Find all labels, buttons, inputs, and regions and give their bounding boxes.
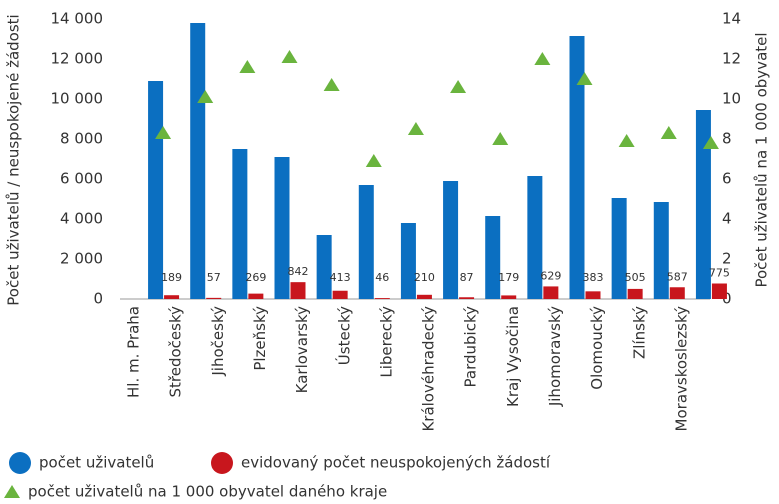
data-label: 775 (709, 267, 730, 280)
y-tick-label: 14 000 (51, 10, 104, 28)
x-tick-label: Pardubický (462, 306, 480, 388)
bar (585, 291, 601, 299)
x-tick-label: Karlovarský (293, 306, 311, 393)
y-tick-label: 10 000 (51, 90, 104, 108)
y-tick-label: 0 (93, 290, 103, 308)
y-axis-title: Počet uživatelů / neuspokojené žádosti (5, 14, 23, 305)
x-tick-label: Plzeňský (251, 306, 269, 371)
x-tick-label: Zlínský (630, 306, 648, 359)
bar (485, 216, 501, 299)
triangle-marker (660, 126, 677, 139)
x-tick-label: Jihočeský (209, 306, 227, 377)
data-label: 46 (375, 271, 389, 284)
data-label: 842 (288, 265, 309, 278)
triangle-marker (323, 78, 340, 91)
triangle-marker (492, 132, 509, 145)
bar (443, 181, 459, 299)
y-tick-label: 2 000 (60, 250, 103, 268)
bar (501, 295, 517, 299)
triangle-marker (155, 126, 172, 139)
data-label: 189 (161, 271, 182, 284)
bar (232, 149, 248, 299)
y2-tick-label: 4 (722, 210, 732, 228)
y2-tick-label: 6 (722, 170, 732, 188)
y-tick-label: 8 000 (60, 130, 103, 148)
data-label: 413 (330, 271, 351, 284)
x-tick-label: Moravskoslezský (672, 306, 690, 432)
triangle-marker (702, 136, 719, 149)
bar (400, 223, 416, 299)
legend-marker (4, 485, 20, 498)
legend-label: počet uživatelů na 1 000 obyvatel daného… (28, 483, 387, 501)
triangle-marker (576, 72, 593, 85)
triangle-marker (534, 52, 551, 65)
bar (459, 297, 475, 299)
bar (290, 282, 306, 299)
bar (274, 157, 290, 299)
triangle-marker (450, 80, 467, 93)
legend-marker (9, 452, 31, 474)
data-label: 269 (245, 271, 266, 284)
bar (627, 288, 643, 299)
bar (711, 283, 727, 299)
y2-axis-title: Počet uživatelů na 1 000 obyvatel (753, 32, 771, 287)
bar (543, 286, 559, 299)
bar (206, 297, 222, 299)
triangle-marker (407, 122, 424, 135)
triangle-marker (281, 50, 298, 63)
triangle-marker (618, 134, 635, 147)
data-label: 383 (583, 271, 604, 284)
bar (653, 202, 669, 299)
bar (669, 287, 685, 299)
bar (148, 81, 164, 299)
y2-tick-label: 8 (722, 130, 732, 148)
y2-tick-label: 12 (722, 50, 741, 68)
bar (611, 198, 627, 299)
y-tick-label: 4 000 (60, 210, 103, 228)
x-tick-label: Ústecký (334, 306, 353, 365)
data-label: 87 (460, 271, 474, 284)
x-tick-label: Olomoucký (588, 306, 606, 390)
y-tick-label: 12 000 (51, 50, 104, 68)
x-tick-label: Kraj Vysočina (504, 306, 522, 407)
legend-marker (211, 452, 233, 474)
x-tick-label: Jihomoravský (546, 306, 564, 407)
bar (416, 294, 432, 299)
bar (332, 290, 348, 299)
x-tick-label: Liberecký (377, 306, 395, 378)
triangle-marker (197, 90, 214, 103)
data-label: 505 (625, 271, 646, 284)
x-tick-label: Středočeský (167, 306, 185, 398)
y2-tick-label: 2 (722, 250, 732, 268)
legend-label: počet uživatelů (39, 454, 154, 472)
bar (164, 295, 180, 299)
bar (527, 176, 543, 299)
bar (248, 293, 264, 299)
data-label: 587 (667, 270, 688, 283)
bar (695, 110, 711, 299)
bar (190, 23, 206, 299)
x-tick-label: Královéhradecký (420, 306, 438, 432)
bar (358, 185, 374, 299)
triangle-marker (239, 60, 256, 73)
y2-tick-label: 14 (722, 10, 741, 28)
y-tick-label: 6 000 (60, 170, 103, 188)
triangle-marker (365, 154, 382, 167)
bar (569, 36, 585, 299)
data-label: 179 (498, 271, 519, 284)
data-label: 629 (540, 269, 561, 282)
data-label: 210 (414, 271, 435, 284)
data-label: 57 (207, 271, 221, 284)
bar (374, 298, 390, 299)
legend-label: evidovaný počet neuspokojených žádostí (241, 454, 551, 472)
y2-tick-label: 10 (722, 90, 741, 108)
x-tick-label: Hl. m. Praha (125, 306, 143, 398)
bar (316, 235, 332, 299)
